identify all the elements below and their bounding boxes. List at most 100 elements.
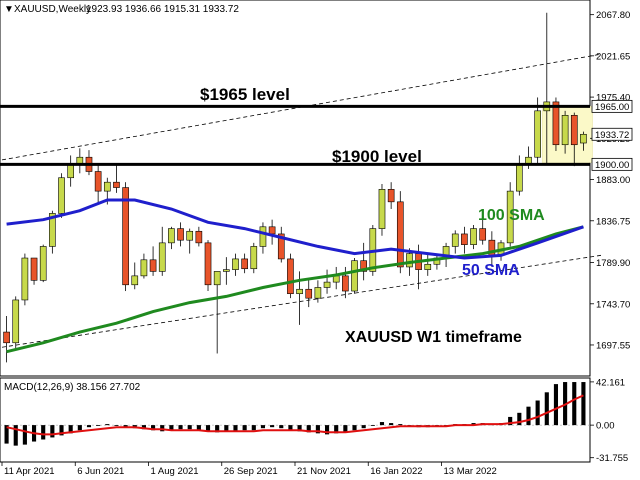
- price-tick-label: 1883.00: [596, 175, 630, 186]
- candle-body: [232, 258, 239, 270]
- candle-body: [561, 114, 569, 146]
- sma-100-line: [6, 225, 584, 354]
- macd-histogram-bar: [151, 425, 156, 431]
- price-tick-label: 1975.40: [596, 93, 630, 104]
- macd-histogram-bar: [22, 425, 27, 445]
- candle-body: [250, 246, 258, 270]
- annotation-1965-level: $1965 level: [200, 85, 290, 104]
- level-tag-box: [591, 157, 633, 171]
- time-tick-label: 13 Mar 2022: [444, 466, 497, 477]
- candle-body: [287, 258, 294, 295]
- symbol-icon: ▼: [4, 4, 14, 15]
- macd-histogram-bar: [196, 425, 201, 431]
- candle-body: [470, 228, 477, 245]
- candle-body: [223, 269, 230, 272]
- macd-histogram-bar: [572, 382, 577, 426]
- macd-histogram-bar: [224, 425, 229, 432]
- candle-body: [305, 288, 313, 299]
- candle-body: [296, 288, 303, 295]
- candle-body: [506, 190, 514, 244]
- main-plot-border: [0, 0, 591, 377]
- candle-body: [342, 275, 349, 292]
- candle-body: [186, 230, 194, 241]
- macd-histogram-bar: [86, 425, 92, 428]
- candle-body: [30, 257, 38, 281]
- price-tick-label: 1697.55: [596, 340, 630, 351]
- macd-histogram-bar: [370, 425, 375, 426]
- candle-body: [516, 164, 523, 192]
- macd-plot-border: [0, 377, 591, 463]
- time-tick-label: 11 Apr 2021: [4, 466, 55, 477]
- candle-body: [213, 271, 221, 286]
- channel-lower-line: [1, 254, 602, 348]
- candle-body: [406, 253, 413, 268]
- candle-body: [49, 213, 56, 247]
- candle-body: [461, 233, 468, 245]
- candle-body: [67, 164, 74, 179]
- candle-body: [12, 299, 20, 344]
- price-tick-label: 1743.70: [596, 299, 630, 310]
- candle-body: [534, 110, 541, 158]
- macd-histogram-bar: [4, 425, 9, 444]
- macd-histogram-bar: [77, 425, 82, 431]
- candle-body: [140, 259, 148, 277]
- price-axis: 2067.802021.651975.401929.201883.001836.…: [590, 10, 630, 351]
- macd-histogram-bar: [553, 384, 559, 426]
- candle-body: [58, 177, 65, 214]
- level-tag-box: [591, 99, 633, 113]
- candle-body: [113, 181, 120, 188]
- time-tick-label: 1 Aug 2021: [151, 466, 199, 477]
- price-tick-label: 1789.90: [596, 258, 630, 269]
- candle-body: [259, 226, 267, 247]
- macd-histogram-bar: [270, 425, 275, 428]
- price-level-tags: 1965.00 1933.72 1900.00: [591, 99, 633, 171]
- price-tick-label: 1836.75: [596, 216, 630, 227]
- macd-histogram-bar: [105, 424, 110, 426]
- macd-histogram-bar: [68, 425, 73, 434]
- level-tag-label: 1933.72: [595, 130, 629, 141]
- candle-body: [177, 228, 184, 241]
- macd-axis: 42.161 0.00 -31.755: [590, 377, 628, 464]
- macd-histogram-bar: [141, 425, 146, 430]
- macd-histogram-bar: [544, 392, 549, 426]
- macd-label: MACD(12,26,9) 38.156 27.702: [4, 382, 141, 393]
- macd-histogram-bar: [59, 425, 64, 436]
- macd-signal-line: [6, 394, 584, 436]
- candle-body: [168, 228, 175, 244]
- macd-histogram-bar: [178, 425, 183, 430]
- symbol-timeframe: XAUUSD,Weekly: [14, 4, 91, 15]
- candle-body: [103, 181, 111, 192]
- macd-histogram-bar: [41, 425, 46, 440]
- macd-tick-label: 42.161: [596, 377, 625, 388]
- macd-histogram-bar: [361, 425, 366, 429]
- candle-body: [424, 263, 432, 270]
- candle-body: [39, 246, 47, 281]
- time-tick-label: 16 Jan 2022: [370, 466, 422, 477]
- macd-histogram-bar: [260, 425, 266, 429]
- candle-body: [552, 101, 560, 146]
- candle-body: [360, 260, 367, 272]
- macd-histogram-bar: [114, 425, 119, 426]
- candle-body: [323, 281, 331, 288]
- macd-histogram-bar: [535, 400, 540, 426]
- macd-tick-label: -31.755: [596, 453, 628, 464]
- macd-histogram-bar: [123, 425, 128, 428]
- macd-histogram-bar: [581, 382, 586, 426]
- candle-body: [387, 189, 395, 203]
- macd-histogram-bar: [343, 425, 348, 433]
- annotation-50-sma: 50 SMA: [462, 262, 520, 279]
- macd-tick-label: 0.00: [596, 421, 615, 432]
- macd-histogram-bar: [297, 425, 302, 432]
- candle-body: [149, 259, 157, 272]
- candle-body: [21, 257, 29, 301]
- candle-body: [158, 242, 166, 272]
- macd-histogram-bar: [398, 424, 403, 426]
- macd-histogram-bar: [334, 425, 339, 434]
- level-tag-label: 1900.00: [595, 160, 629, 171]
- candle-body: [479, 228, 487, 241]
- macd-histogram-bar: [517, 412, 522, 426]
- candle-body: [580, 133, 587, 144]
- annotation-100-sma: 100 SMA: [478, 207, 545, 224]
- macd-histogram-bar: [379, 422, 385, 426]
